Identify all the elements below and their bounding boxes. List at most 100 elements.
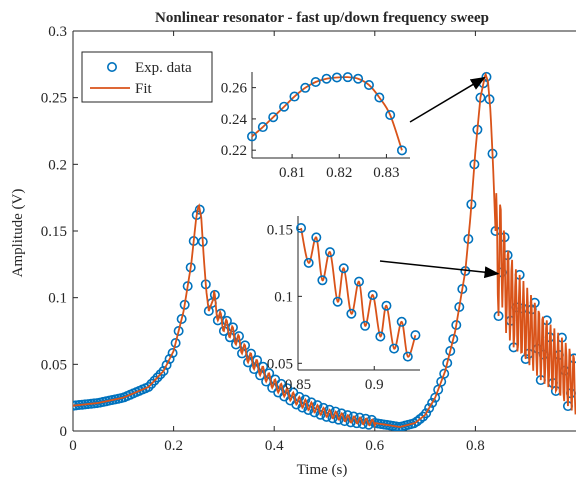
data-point	[415, 413, 426, 424]
legend-marker-data	[107, 61, 118, 72]
inset-background	[252, 72, 410, 158]
inset-data-point	[311, 232, 322, 243]
legend-box	[81, 51, 213, 103]
y-tick-label: 0	[60, 424, 68, 440]
chart-title: Nonlinear resonator - fast up/down frequ…	[155, 10, 489, 26]
inset-data-point	[410, 330, 421, 341]
x-axis-label: Time (s)	[297, 462, 348, 478]
data-point	[339, 416, 350, 427]
x-tick-label: 0.8	[466, 438, 485, 454]
inset-data-point	[338, 263, 349, 274]
inset-y-tick-label: 0.1	[274, 289, 293, 305]
data-point	[439, 368, 450, 379]
inset-data-point	[346, 308, 357, 319]
inset-data-point	[289, 91, 300, 102]
x-tick-label: 0.2	[164, 438, 183, 454]
y-tick-label: 0.2	[48, 157, 67, 173]
inset-data-point	[389, 343, 400, 354]
y-tick-label: 0.15	[41, 224, 67, 240]
data-point	[481, 71, 492, 82]
data-point	[412, 416, 423, 427]
data-point	[167, 347, 178, 358]
data-point	[152, 372, 163, 383]
data-point	[161, 359, 172, 370]
main-plot-area: 0 0.2 0.4 0.6 0.8 0 0.05 0.1 0.15 0.2 0.25 0.3	[41, 24, 576, 454]
x-tick-label: 0.4	[265, 438, 284, 454]
inset-data-point	[325, 247, 336, 258]
inset-x-tick-label: 0.81	[279, 165, 305, 181]
inset-y-tick-label: 0.22	[221, 143, 247, 159]
data-point	[170, 337, 181, 348]
x-tick-label: 0.6	[365, 438, 384, 454]
inset-data-point	[268, 112, 279, 123]
inset-data-point	[331, 72, 342, 83]
inset-x-tick-label: 0.83	[373, 165, 399, 181]
inset-data-point	[279, 101, 290, 112]
y-axis-label: Amplitude (V)	[10, 189, 26, 278]
inset-data-point	[353, 276, 364, 287]
data-point	[146, 378, 157, 389]
inset-data-point	[296, 223, 307, 234]
inset-data-point	[303, 257, 314, 268]
inset-1: 0.81 0.82 0.83 0.22 0.24 0.26	[221, 72, 410, 181]
inset-data-point	[247, 131, 258, 142]
inset-data-point	[257, 122, 268, 133]
arrow-2	[379, 260, 500, 279]
inset-data-point	[321, 73, 332, 84]
y-tick-label: 0.25	[41, 91, 67, 107]
x-tick-label: 0	[69, 438, 77, 454]
inset-data-point	[385, 110, 396, 121]
inset-data-point	[402, 351, 413, 362]
legend-label-data: Exp. data	[135, 60, 192, 76]
inset-data-point	[353, 73, 364, 84]
data-point	[442, 357, 453, 368]
inset-data-point	[367, 290, 378, 301]
inset-fit-line	[300, 227, 417, 358]
data-point	[143, 381, 154, 392]
inset-x-tick-label: 0.9	[365, 377, 384, 393]
data-point	[351, 418, 362, 429]
data-point	[424, 403, 435, 414]
data-point	[421, 408, 432, 419]
fit-series	[73, 72, 576, 429]
inset-data-point	[332, 296, 343, 307]
inset-data-point	[396, 316, 407, 327]
inset-y-tick-label: 0.15	[267, 222, 293, 238]
data-point	[176, 313, 187, 324]
inset-data-point	[374, 92, 385, 103]
inset-data-point	[342, 72, 353, 83]
y-tick-label: 0.3	[48, 24, 67, 40]
inset-data-point	[381, 300, 392, 311]
data-point	[357, 418, 368, 429]
inset-data-point	[300, 82, 311, 93]
data-point	[363, 419, 374, 430]
legend-label-fit: Fit	[135, 81, 153, 97]
inset-x-tick-label: 0.82	[326, 165, 352, 181]
data-point	[155, 369, 166, 380]
data-point	[173, 325, 184, 336]
insets: 0.81 0.82 0.830.220.240.260.85 0.90.050.10.…	[221, 72, 421, 393]
y-tick-label: 0.1	[48, 291, 67, 307]
fit-line	[73, 72, 576, 429]
inset-data-point	[360, 320, 371, 331]
data-point	[158, 365, 169, 376]
legend: Exp. data Fit	[81, 51, 213, 103]
inset-2: 0.85 0.9 0.05 0.1 0.15	[267, 216, 421, 393]
data-point	[445, 345, 456, 356]
inset-data-point	[317, 275, 328, 286]
data-point	[149, 375, 160, 386]
data-point	[427, 397, 438, 408]
inset-x-tick-label: 0.85	[285, 377, 311, 393]
inset-data-point	[375, 331, 386, 342]
inset-data-point	[363, 79, 374, 90]
data-point	[164, 353, 175, 364]
arrow-1	[409, 76, 486, 123]
data-point	[448, 333, 459, 344]
data-point	[345, 417, 356, 428]
inset-data-point	[310, 77, 321, 88]
inset-y-tick-label: 0.05	[267, 356, 293, 372]
inset-y-tick-label: 0.24	[221, 112, 248, 128]
inset-y-tick-label: 0.26	[221, 81, 248, 97]
